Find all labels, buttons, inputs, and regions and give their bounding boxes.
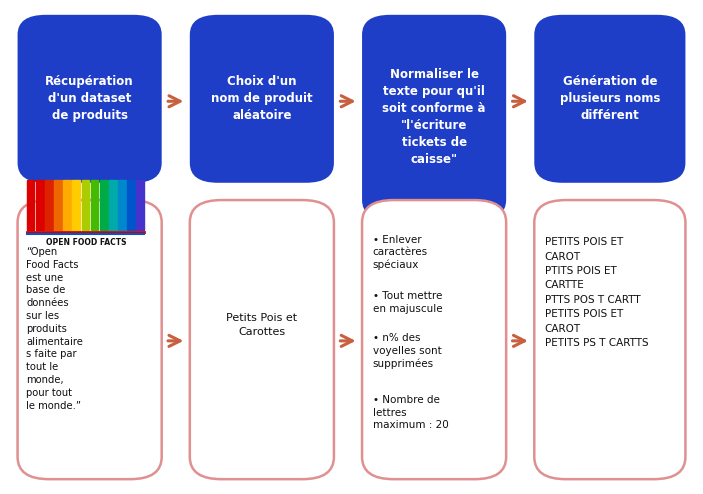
- Text: • n% des
voyelles sont
supprimées: • n% des voyelles sont supprimées: [373, 333, 441, 369]
- FancyBboxPatch shape: [534, 200, 685, 479]
- Bar: [72, 180, 80, 230]
- FancyBboxPatch shape: [18, 200, 162, 479]
- Text: Choix d'un
nom de produit
aléatoire: Choix d'un nom de produit aléatoire: [211, 75, 313, 123]
- FancyBboxPatch shape: [362, 200, 506, 479]
- FancyBboxPatch shape: [190, 200, 334, 479]
- Bar: [82, 180, 89, 230]
- Text: • Enlever
caractères
spéciaux: • Enlever caractères spéciaux: [373, 235, 427, 270]
- Bar: [127, 180, 135, 230]
- Text: Petits Pois et
Carottes: Petits Pois et Carottes: [226, 313, 297, 337]
- Bar: [109, 180, 117, 230]
- Bar: [45, 180, 53, 230]
- Bar: [54, 180, 62, 230]
- Bar: [27, 180, 34, 230]
- Bar: [118, 180, 126, 230]
- Bar: [136, 180, 144, 230]
- Text: • Nombre de
lettres
maximum : 20: • Nombre de lettres maximum : 20: [373, 395, 449, 430]
- Text: OPEN FOOD FACTS: OPEN FOOD FACTS: [46, 238, 127, 247]
- Bar: [100, 180, 108, 230]
- Bar: [36, 180, 44, 230]
- Bar: [63, 180, 71, 230]
- Text: Récupération
d'un dataset
de produits: Récupération d'un dataset de produits: [45, 75, 134, 123]
- Text: PETITS POIS ET
CAROT
PTITS POIS ET
CARTTE
PTTS POS T CARTT
PETITS POIS ET
CAROT
: PETITS POIS ET CAROT PTITS POIS ET CARTT…: [545, 237, 648, 348]
- FancyBboxPatch shape: [190, 15, 334, 183]
- Text: • Tout mettre
en majuscule: • Tout mettre en majuscule: [373, 291, 442, 314]
- Bar: [91, 180, 98, 230]
- Text: “Open
Food Facts
est une
base de
données
sur les
produits
alimentaire
s faite pa: “Open Food Facts est une base de données…: [26, 247, 83, 411]
- Text: Normaliser le
texte pour qu'il
soit conforme à
"l'écriture
tickets de
caisse": Normaliser le texte pour qu'il soit conf…: [382, 68, 486, 166]
- FancyBboxPatch shape: [362, 15, 506, 220]
- Text: Génération de
plusieurs noms
différent: Génération de plusieurs noms différent: [560, 75, 660, 123]
- FancyBboxPatch shape: [534, 15, 685, 183]
- FancyBboxPatch shape: [18, 15, 162, 183]
